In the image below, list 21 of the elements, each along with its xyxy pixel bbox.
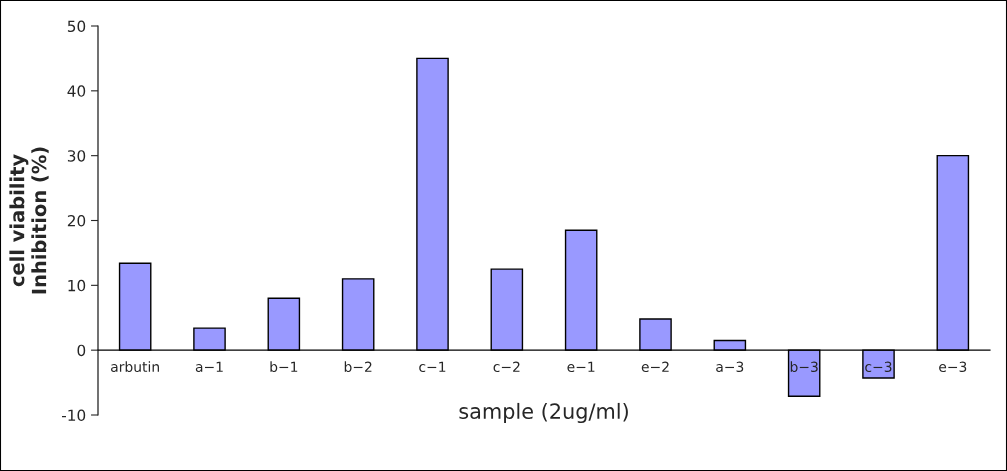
x-tick-label: arbutin	[111, 361, 159, 373]
x-tick-label: b−1	[270, 361, 298, 373]
x-tick-label: a−3	[716, 361, 744, 373]
x-tick-label: e−1	[567, 361, 595, 373]
y-tick-label: 40	[67, 85, 86, 97]
x-axis-title: sample (2ug/ml)	[459, 402, 628, 424]
x-tick-label: e−2	[641, 361, 669, 373]
y-tick-label: -10	[61, 409, 86, 422]
x-tick-label: b−3	[790, 361, 818, 373]
x-tick-label: c−1	[419, 361, 446, 373]
x-tick-label: a−1	[195, 361, 223, 373]
x-tick-label: c−2	[493, 361, 520, 373]
y-tick-label: 50	[67, 20, 86, 33]
y-axis-title: cell viability Inhibition (%)	[9, 147, 49, 294]
y-tick-label: 30	[67, 150, 86, 162]
x-tick-label: c−3	[865, 361, 892, 373]
x-tick-label: b−2	[344, 361, 372, 373]
y-tick-label: 10	[68, 279, 86, 292]
x-tick-label: e−3	[939, 361, 967, 373]
y-tick-label: 0	[77, 344, 86, 357]
y-tick-label: 20	[67, 214, 86, 227]
